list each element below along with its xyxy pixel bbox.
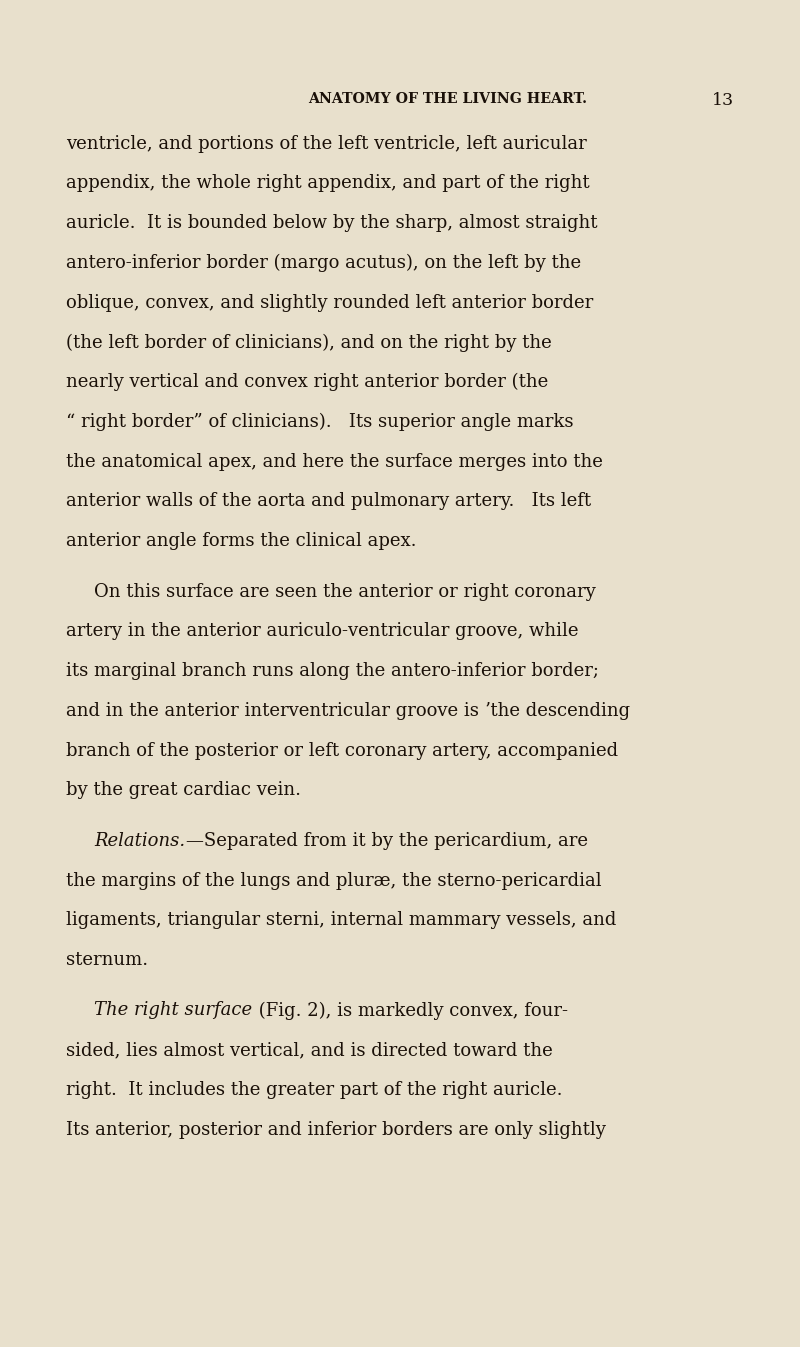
Text: antero-inferior border (margo acutus), on the left by the: antero-inferior border (margo acutus), o… <box>66 253 581 272</box>
Text: and in the anterior interventricular groove is ʼthe descending: and in the anterior interventricular gro… <box>66 702 630 719</box>
Text: anterior angle forms the clinical apex.: anterior angle forms the clinical apex. <box>66 532 416 550</box>
Text: right.  It includes the greater part of the right auricle.: right. It includes the greater part of t… <box>66 1080 562 1099</box>
Text: On this surface are seen the anterior or right coronary: On this surface are seen the anterior or… <box>94 582 596 601</box>
Text: (the left border of clinicians), and on the right by the: (the left border of clinicians), and on … <box>66 333 551 352</box>
Text: 13: 13 <box>712 92 734 109</box>
Text: “ right border” of clinicians).   Its superior angle marks: “ right border” of clinicians). Its supe… <box>66 412 573 431</box>
Text: the anatomical apex, and here the surface merges into the: the anatomical apex, and here the surfac… <box>66 453 602 470</box>
Text: nearly vertical and convex right anterior border (the: nearly vertical and convex right anterio… <box>66 373 548 392</box>
Text: artery in the anterior auriculo-ventricular groove, while: artery in the anterior auriculo-ventricu… <box>66 622 578 640</box>
Text: Its anterior, posterior and inferior borders are only slightly: Its anterior, posterior and inferior bor… <box>66 1121 606 1138</box>
Text: auricle.  It is bounded below by the sharp, almost straight: auricle. It is bounded below by the shar… <box>66 214 597 232</box>
Text: (Fig. 2), is markedly convex, four-: (Fig. 2), is markedly convex, four- <box>253 1001 567 1020</box>
Text: sided, lies almost vertical, and is directed toward the: sided, lies almost vertical, and is dire… <box>66 1041 552 1059</box>
Text: Relations.: Relations. <box>94 831 186 850</box>
Text: oblique, convex, and slightly rounded left anterior border: oblique, convex, and slightly rounded le… <box>66 294 593 311</box>
Text: The right surface: The right surface <box>94 1001 253 1020</box>
Text: anterior walls of the aorta and pulmonary artery.   Its left: anterior walls of the aorta and pulmonar… <box>66 492 590 511</box>
Text: by the great cardiac vein.: by the great cardiac vein. <box>66 781 301 799</box>
Text: ventricle, and portions of the left ventricle, left auricular: ventricle, and portions of the left vent… <box>66 135 586 152</box>
Text: ANATOMY OF THE LIVING HEART.: ANATOMY OF THE LIVING HEART. <box>308 92 587 105</box>
Text: the margins of the lungs and pluræ, the sterno-pericardial: the margins of the lungs and pluræ, the … <box>66 872 602 889</box>
Text: its marginal branch runs along the antero-inferior border;: its marginal branch runs along the anter… <box>66 661 598 680</box>
Text: sternum.: sternum. <box>66 951 148 968</box>
Text: ligaments, triangular sterni, internal mammary vessels, and: ligaments, triangular sterni, internal m… <box>66 911 616 929</box>
Text: —Separated from it by the pericardium, are: —Separated from it by the pericardium, a… <box>186 831 587 850</box>
Text: appendix, the whole right appendix, and part of the right: appendix, the whole right appendix, and … <box>66 175 590 193</box>
Text: branch of the posterior or left coronary artery, accompanied: branch of the posterior or left coronary… <box>66 741 618 760</box>
